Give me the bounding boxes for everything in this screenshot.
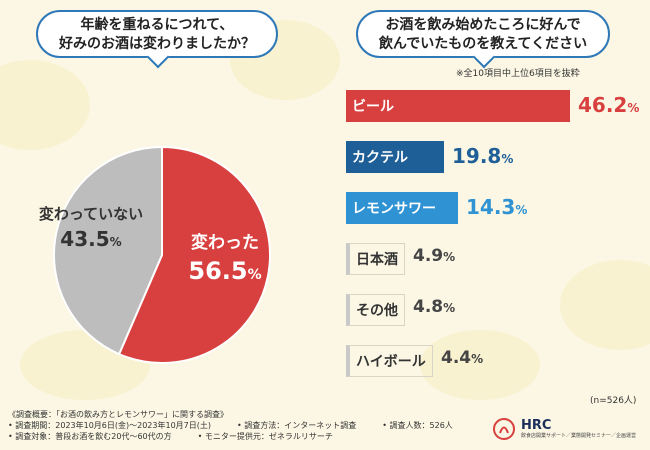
pie-value-changed: 56.5 <box>188 257 248 285</box>
lemon-decoration <box>420 330 540 400</box>
survey-footer: 《調査概要：「お酒の飲み方とレモンサワー」に関する調査》 • 調査期間：2023… <box>8 409 453 442</box>
bar-question-line-2: 飲んでいたものを教えてください <box>378 36 588 52</box>
bar-2: カクテル <box>346 141 444 173</box>
pie-unit-unchanged: % <box>109 235 122 249</box>
bar-1: ビール <box>346 90 570 122</box>
bar-question-bubble: お酒を飲み始めたころに好んで 飲んでいたものを教えてください <box>356 10 610 69</box>
bar-value-2: 19.8% <box>452 144 514 168</box>
footer-line-1: 《調査概要：「お酒の飲み方とレモンサワー」に関する調査》 <box>8 410 228 419</box>
bar-5: その他 <box>346 294 405 326</box>
hrc-logo-name: HRC <box>520 418 552 433</box>
hrc-logo: HRC 飲食店開業サポート／業態開発セミナー／企画運営 <box>492 418 636 440</box>
bar-label-4: 日本酒 <box>356 252 398 268</box>
bar-value-3: 14.3% <box>466 195 528 219</box>
pie-label-changed-text: 変わった <box>191 233 259 253</box>
footer-count: • 調査人数：526人 <box>382 421 453 430</box>
bar-4: 日本酒 <box>346 243 405 275</box>
pie-label-changed: 変わった 56.5% <box>170 228 280 285</box>
pie-value-unchanged: 43.5 <box>60 227 110 251</box>
bar-label-2: カクテル <box>352 150 408 166</box>
bar-6: ハイボール <box>346 345 433 377</box>
bar-question-line-1: お酒を飲み始めたころに好んで <box>385 17 581 33</box>
footer-provider: • モニター提供元：ゼネラルリサーチ <box>197 432 333 441</box>
sample-size-note: (n=526人) <box>590 396 637 406</box>
bar-label-6: ハイボール <box>356 354 426 370</box>
bar-3: レモンサワー <box>346 192 458 224</box>
bar-label-3: レモンサワー <box>352 201 436 217</box>
bar-note: ※全10項目中上位6項目を抜粋 <box>456 69 580 79</box>
pie-chart <box>53 145 271 364</box>
bar-value-6: 4.4% <box>441 348 484 368</box>
pie-label-unchanged-text: 変わっていない <box>38 205 144 223</box>
bar-label-1: ビール <box>352 99 394 115</box>
pie-question-line-1: 年齢を重ねるにつれて、 <box>80 17 234 33</box>
pie-question-line-2: 好みのお酒は変わりましたか？ <box>59 36 255 52</box>
bar-label-5: その他 <box>356 303 398 319</box>
hrc-logo-tagline: 飲食店開業サポート／業態開発セミナー／企画運営 <box>520 433 636 439</box>
bar-value-1: 46.2% <box>578 93 640 117</box>
bar-value-4: 4.9% <box>413 246 456 266</box>
lemon-decoration <box>560 260 650 350</box>
pie-unit-changed: % <box>247 267 262 283</box>
footer-period: • 調査期間：2023年10月6日(金)～2023年10月7日(土) <box>8 421 212 430</box>
footer-method: • 調査方法：インターネット調査 <box>237 421 357 430</box>
footer-target: • 調査対象：普段お酒を飲む20代～60代の方 <box>8 432 172 441</box>
hrc-logo-icon <box>492 418 515 440</box>
lemon-decoration <box>0 60 90 150</box>
pie-label-unchanged: 変わっていない 43.5% <box>26 203 156 251</box>
pie-slice-unchanged <box>53 145 163 356</box>
pie-slice-changed <box>117 145 271 364</box>
bar-value-5: 4.8% <box>413 297 456 317</box>
pie-question-bubble: 年齢を重ねるにつれて、 好みのお酒は変わりましたか？ <box>36 10 278 69</box>
